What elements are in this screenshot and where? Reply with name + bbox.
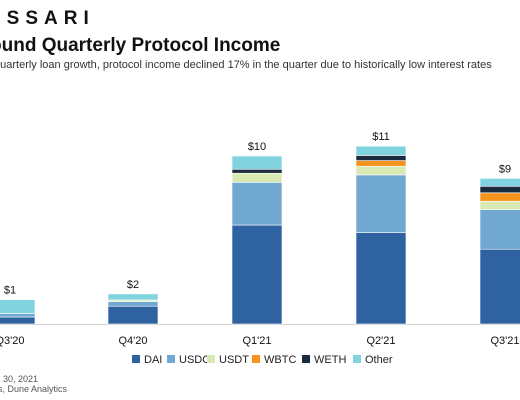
bar-segment-usdc-1 <box>107 301 159 307</box>
total-label-3: $11 <box>372 131 390 143</box>
bar-segment-usdt-4 <box>479 200 520 210</box>
total-label-0: $1 <box>4 285 16 297</box>
legend-label-other: Other <box>365 354 393 366</box>
bar-segment-usdc-4 <box>479 209 520 250</box>
bar-segment-weth-2 <box>231 168 283 174</box>
x-tick-label-1: Q4'20 <box>118 335 147 347</box>
footer-source: s, Dune Analytics <box>0 384 68 394</box>
x-tick-label-2: Q1'21 <box>242 335 271 347</box>
bar-segment-usdt-3 <box>355 165 407 176</box>
legend-swatch-wbtc <box>252 355 260 363</box>
bar-segment-other-2 <box>231 155 283 170</box>
footer-date: . 30, 2021 <box>0 374 39 384</box>
legend-swatch-dai <box>132 355 140 363</box>
legend-swatch-other <box>353 355 361 363</box>
bar-segment-dai-1 <box>107 305 159 325</box>
bar-segment-usdc-2 <box>231 182 283 226</box>
total-label-4: $9 <box>499 163 511 175</box>
brand-logo: ESSARI <box>0 8 95 29</box>
bar-segment-usdc-3 <box>355 174 407 233</box>
bar-segment-usdc-0 <box>0 313 36 318</box>
legend-label-weth: WETH <box>314 354 346 366</box>
bar-segment-other-4 <box>479 178 520 187</box>
legend-label-dai: DAI <box>144 354 162 366</box>
total-label-1: $2 <box>127 279 139 291</box>
legend-label-wbtc: WBTC <box>264 354 296 366</box>
bar-segment-weth-3 <box>355 155 407 161</box>
total-label-2: $10 <box>248 141 266 153</box>
bar-segment-weth-4 <box>479 185 520 194</box>
bar-segment-other-1 <box>107 293 159 301</box>
bar-segment-usdt-2 <box>231 172 283 183</box>
bar-segment-wbtc-4 <box>479 192 520 202</box>
legend-swatch-usdc <box>167 355 175 363</box>
x-tick-label-0: Q3'20 <box>0 335 25 347</box>
legend-label-usdc: USDC <box>179 354 210 366</box>
legend-swatch-weth <box>302 355 310 363</box>
bar-segment-dai-3 <box>355 232 407 325</box>
bar-segment-other-0 <box>0 299 36 314</box>
bar-segment-other-3 <box>355 145 407 156</box>
chart-subtitle: quarterly loan growth, protocol income d… <box>0 59 492 71</box>
legend-swatch-usdt <box>207 355 215 363</box>
legend-label-usdt: USDT <box>219 354 249 366</box>
bar-segment-dai-2 <box>231 224 283 325</box>
x-tick-label-4: Q3'21 <box>490 335 519 347</box>
bar-segment-dai-4 <box>479 248 520 325</box>
x-tick-label-3: Q2'21 <box>366 335 395 347</box>
bar-segment-dai-0 <box>0 316 36 325</box>
chart-title: ound Quarterly Protocol Income <box>0 35 281 56</box>
bar-segment-wbtc-3 <box>355 160 407 167</box>
